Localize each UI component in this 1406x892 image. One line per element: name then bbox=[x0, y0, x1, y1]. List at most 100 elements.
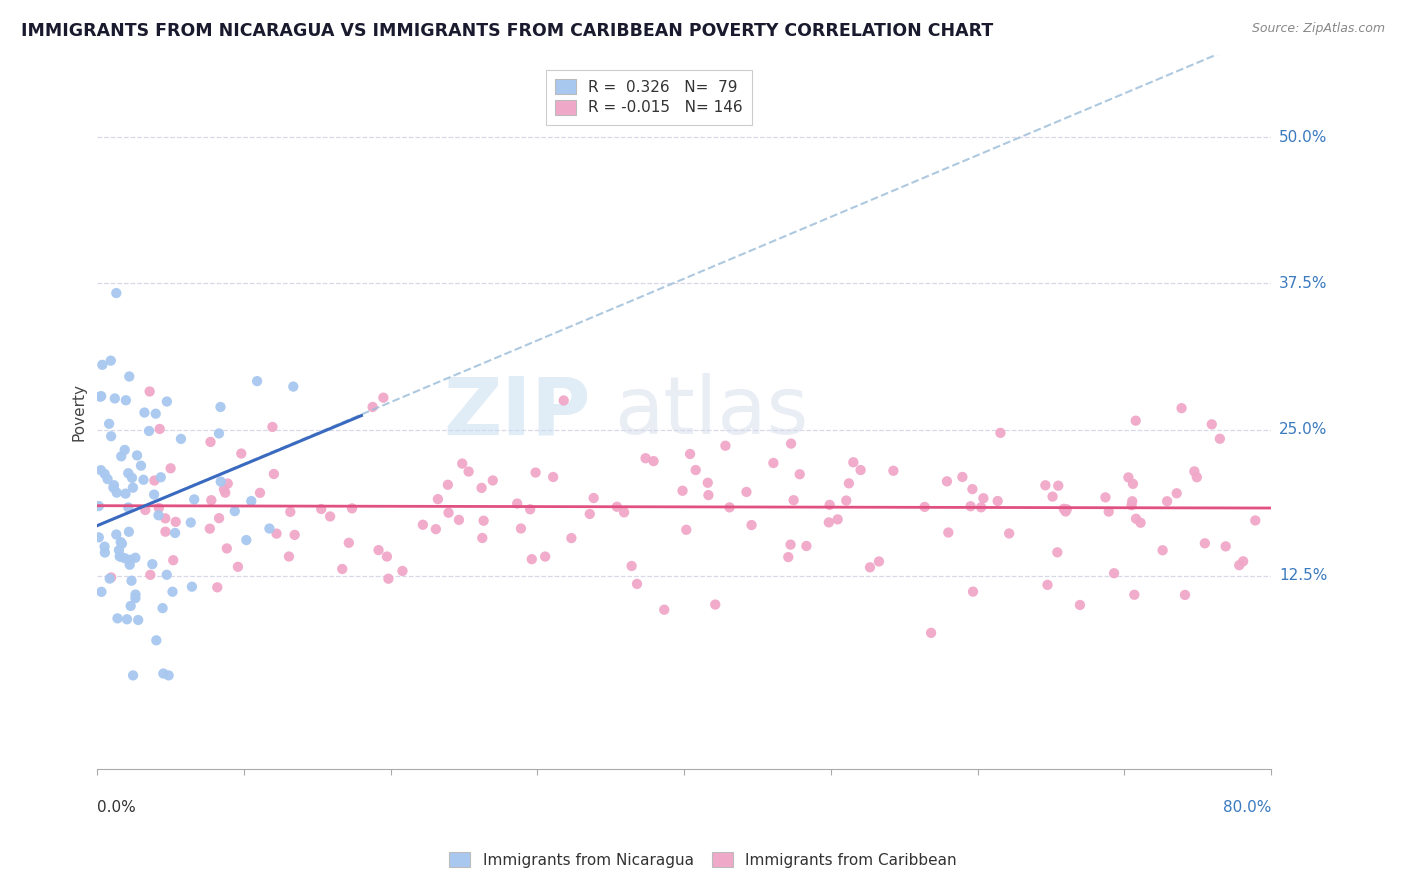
Point bbox=[789, 467, 811, 482]
Point bbox=[970, 500, 993, 515]
Point bbox=[704, 598, 727, 612]
Point bbox=[818, 498, 841, 512]
Point bbox=[138, 384, 160, 399]
Point bbox=[249, 486, 271, 500]
Text: 25.0%: 25.0% bbox=[1279, 422, 1327, 437]
Point bbox=[714, 439, 737, 453]
Point bbox=[148, 501, 170, 516]
Point bbox=[155, 524, 177, 539]
Point bbox=[209, 400, 232, 414]
Legend: Immigrants from Nicaragua, Immigrants from Caribbean: Immigrants from Nicaragua, Immigrants fr… bbox=[441, 845, 965, 875]
Point bbox=[1121, 494, 1143, 508]
Point bbox=[987, 494, 1010, 508]
Point bbox=[1121, 498, 1143, 512]
Point bbox=[115, 612, 138, 626]
Point bbox=[162, 584, 184, 599]
Point bbox=[990, 425, 1012, 440]
Point bbox=[165, 525, 187, 540]
Point bbox=[118, 369, 141, 384]
Point bbox=[103, 478, 125, 492]
Point bbox=[87, 499, 110, 513]
Point bbox=[94, 545, 117, 559]
Point bbox=[1102, 566, 1125, 581]
Point bbox=[1152, 543, 1174, 558]
Point bbox=[1123, 588, 1146, 602]
Point bbox=[97, 472, 120, 486]
Point bbox=[1185, 470, 1208, 484]
Point bbox=[145, 407, 167, 421]
Point bbox=[1209, 432, 1232, 446]
Point bbox=[152, 666, 174, 681]
Point bbox=[149, 470, 172, 484]
Point bbox=[283, 379, 305, 393]
Legend: R =  0.326   N=  79, R = -0.015   N= 146: R = 0.326 N= 79, R = -0.015 N= 146 bbox=[546, 70, 752, 125]
Point bbox=[950, 470, 973, 484]
Point bbox=[159, 461, 181, 475]
Point bbox=[1098, 505, 1121, 519]
Point bbox=[425, 522, 447, 536]
Point bbox=[107, 611, 129, 625]
Point bbox=[796, 539, 818, 553]
Point bbox=[1215, 540, 1237, 554]
Point bbox=[100, 353, 122, 368]
Point bbox=[519, 502, 541, 516]
Point bbox=[447, 513, 470, 527]
Point bbox=[118, 558, 141, 572]
Point bbox=[121, 574, 143, 588]
Point bbox=[110, 549, 132, 564]
Point bbox=[145, 633, 167, 648]
Point bbox=[520, 552, 543, 566]
Point bbox=[319, 509, 342, 524]
Point bbox=[141, 557, 163, 571]
Point bbox=[1047, 478, 1070, 492]
Text: 37.5%: 37.5% bbox=[1279, 276, 1327, 291]
Point bbox=[920, 625, 942, 640]
Point bbox=[89, 390, 111, 404]
Point bbox=[762, 456, 785, 470]
Point bbox=[108, 543, 131, 558]
Point bbox=[139, 567, 162, 582]
Point bbox=[337, 536, 360, 550]
Point bbox=[1036, 578, 1059, 592]
Point bbox=[124, 588, 146, 602]
Point bbox=[100, 429, 122, 443]
Point bbox=[426, 492, 449, 507]
Point bbox=[124, 591, 146, 606]
Point bbox=[1156, 494, 1178, 508]
Point bbox=[391, 564, 413, 578]
Point bbox=[827, 512, 849, 526]
Point bbox=[215, 541, 238, 556]
Point bbox=[1118, 470, 1140, 484]
Point bbox=[1094, 491, 1116, 505]
Point bbox=[849, 463, 872, 477]
Point bbox=[124, 550, 146, 565]
Point bbox=[98, 417, 121, 431]
Point bbox=[471, 481, 494, 495]
Point bbox=[231, 446, 253, 460]
Point bbox=[217, 476, 239, 491]
Point bbox=[626, 577, 648, 591]
Point bbox=[534, 549, 557, 564]
Point bbox=[208, 511, 231, 525]
Point bbox=[1194, 536, 1216, 550]
Point bbox=[914, 500, 936, 514]
Point bbox=[541, 470, 564, 484]
Point bbox=[240, 494, 263, 508]
Point bbox=[207, 580, 229, 594]
Point bbox=[868, 554, 890, 568]
Point bbox=[361, 400, 384, 414]
Point bbox=[1053, 501, 1076, 516]
Point bbox=[741, 518, 763, 533]
Point bbox=[1042, 490, 1064, 504]
Point bbox=[1056, 502, 1078, 516]
Point bbox=[652, 603, 675, 617]
Point bbox=[152, 601, 174, 615]
Point bbox=[212, 483, 235, 497]
Point bbox=[278, 505, 301, 519]
Point bbox=[959, 500, 981, 514]
Point bbox=[93, 467, 115, 481]
Point bbox=[330, 562, 353, 576]
Text: 50.0%: 50.0% bbox=[1279, 129, 1327, 145]
Point bbox=[87, 530, 110, 544]
Point bbox=[457, 465, 479, 479]
